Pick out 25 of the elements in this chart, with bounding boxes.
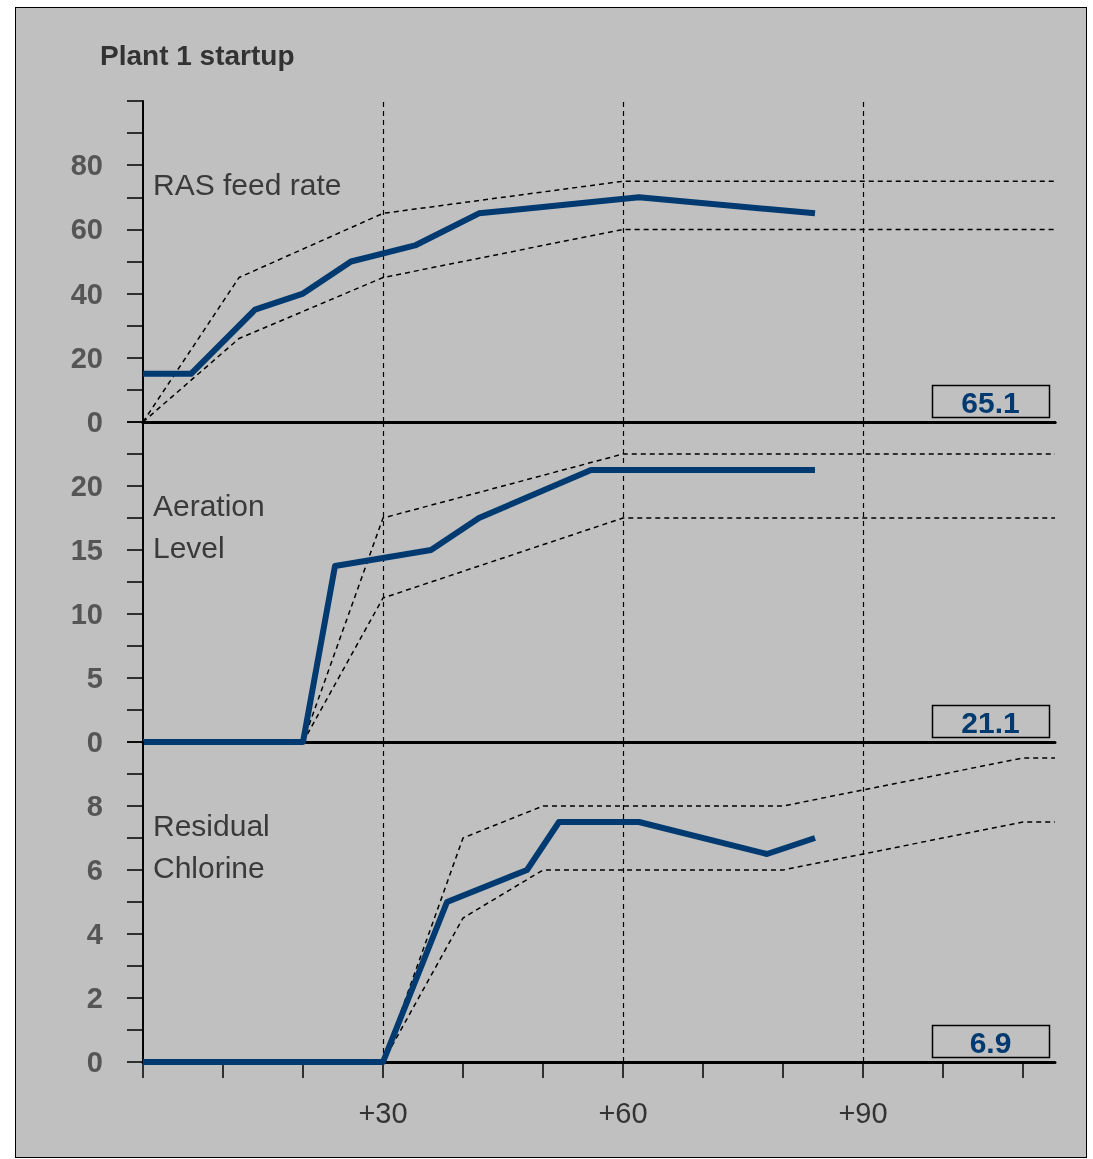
y-tick-label: 0 <box>86 406 103 438</box>
annotation: RAS feed rate <box>153 167 342 201</box>
annotation: 65.1 <box>961 386 1020 419</box>
y-tick-label: 10 <box>70 598 103 630</box>
y-tick-label: 60 <box>70 213 103 246</box>
y-tick-label: 2 <box>86 982 103 1014</box>
annotation: Aeration Level <box>153 488 265 564</box>
x-tick-label: +60 <box>598 1096 648 1129</box>
y-tick-label: 8 <box>86 790 103 822</box>
x-tick-label: +90 <box>838 1096 888 1129</box>
y-tick-label: 6 <box>86 854 103 886</box>
annotation: 21.1 <box>961 706 1020 739</box>
y-tick-label: 40 <box>70 277 103 310</box>
y-tick-label: 5 <box>86 662 103 694</box>
y-tick-label: 0 <box>86 726 103 758</box>
y-tick-label: 15 <box>70 534 103 566</box>
annotation: 6.9 <box>969 1026 1012 1059</box>
y-tick-label: 80 <box>70 149 103 182</box>
y-tick-label: 20 <box>70 470 103 502</box>
y-tick-label: 20 <box>70 341 103 374</box>
annotation: Residual Chlorine <box>153 808 270 884</box>
y-tick-label: 0 <box>86 1046 103 1078</box>
x-tick-label: +30 <box>358 1096 408 1129</box>
chart-title: Plant 1 startup <box>100 39 295 71</box>
y-tick-label: 4 <box>86 918 103 950</box>
